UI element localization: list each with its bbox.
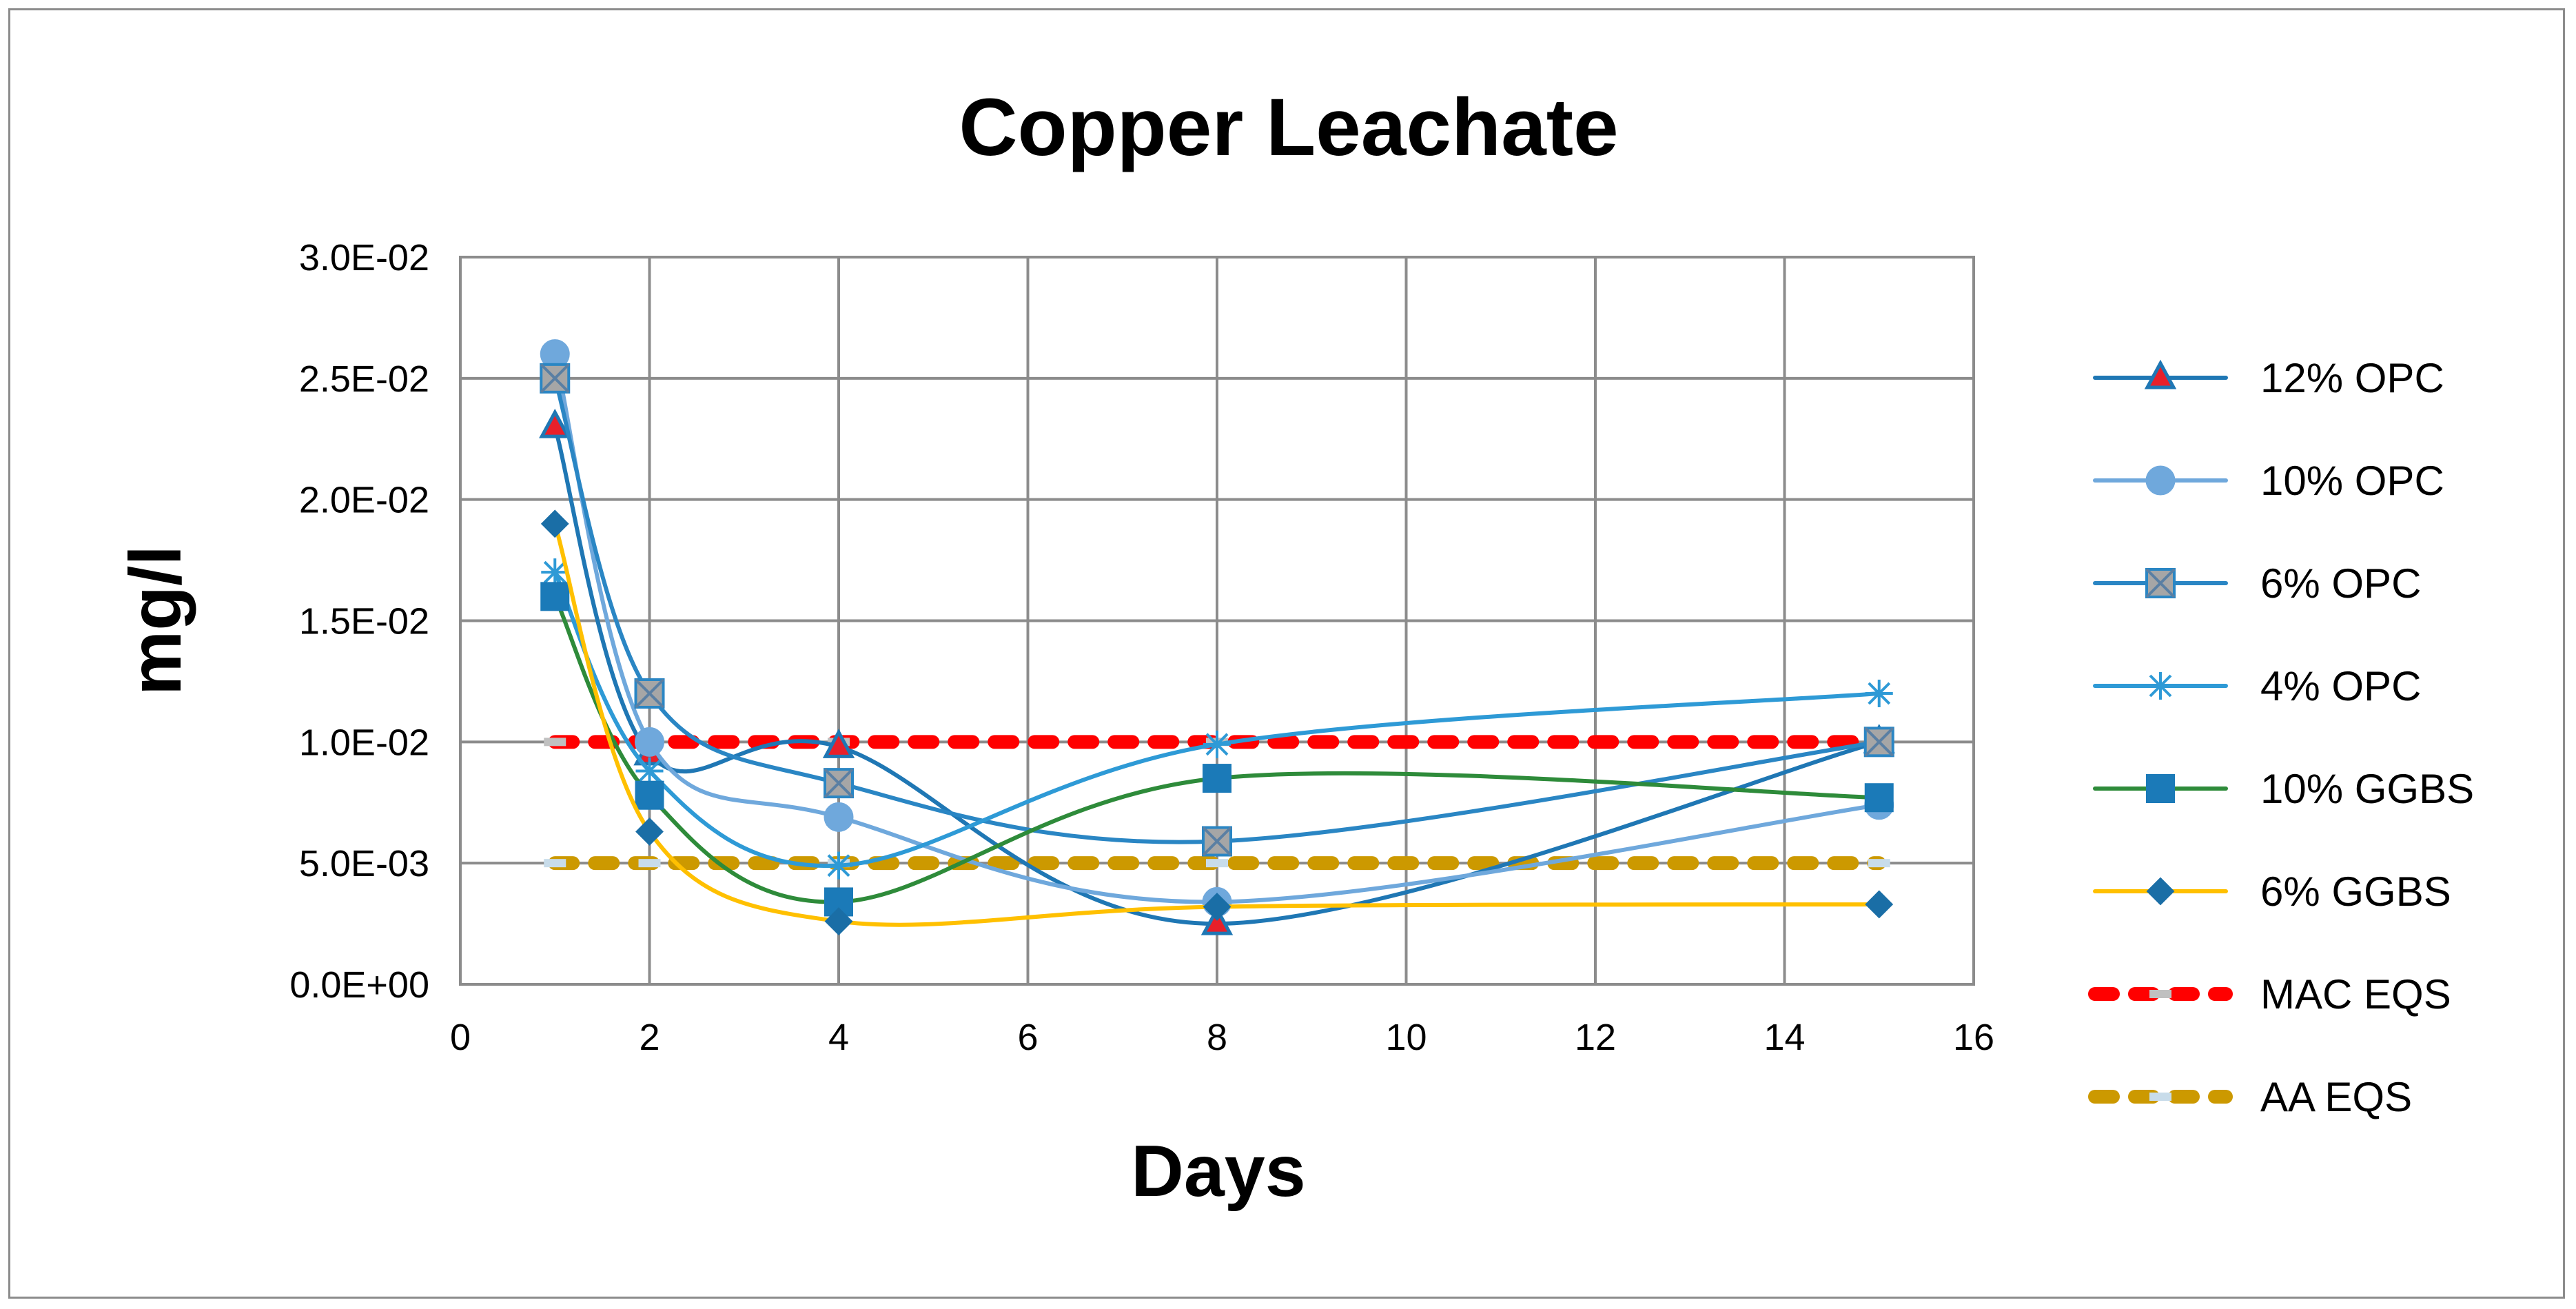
data-point-12pct-opc	[1200, 905, 1234, 935]
legend-item-aa-eqs: AA EQS	[2088, 1074, 2412, 1120]
series-line-6pct-ggbs	[553, 521, 1881, 927]
legend-item-4pct-opc: 4% OPC	[2093, 663, 2421, 709]
data-point-10pct-ggbs	[1864, 783, 1894, 813]
marker-cross	[1864, 727, 1894, 757]
data-point-4pct-opc	[1203, 730, 1231, 758]
series-line-10pct-opc	[553, 352, 1881, 904]
series-layer	[539, 339, 1895, 935]
legend-marker-10pct-ggbs	[2146, 774, 2175, 803]
y-tick-label: 5.0E-03	[299, 843, 429, 884]
data-point-mac-eqs	[544, 738, 566, 747]
legend-item-6pct-opc: 6% OPC	[2093, 560, 2421, 607]
data-point-10pct-ggbs	[540, 582, 570, 611]
marker-cross	[635, 678, 664, 709]
y-tick-label: 2.0E-02	[299, 480, 429, 521]
legend-marker-6pct-ggbs	[2146, 877, 2175, 906]
legend-item-6pct-ggbs: 6% GGBS	[2093, 869, 2451, 915]
series-6pct-ggbs	[540, 509, 1894, 935]
legend-marker-6pct-opc	[2145, 568, 2176, 598]
chart-frame	[8, 8, 2565, 1299]
marker-cross	[824, 768, 854, 798]
data-point-10pct-ggbs	[1203, 764, 1231, 793]
chart-title: Copper Leachate	[959, 82, 1618, 173]
x-tick-label: 2	[639, 1017, 660, 1058]
series-line-4pct-opc	[553, 570, 1881, 869]
data-point-6pct-ggbs	[635, 818, 664, 846]
data-point-4pct-opc	[1865, 680, 1893, 707]
legend-item-12pct-opc: 12% OPC	[2093, 355, 2444, 401]
series-line-10pct-ggbs	[553, 594, 1881, 904]
x-axis-title: Days	[1131, 1130, 1305, 1212]
x-tick-label: 12	[1575, 1017, 1616, 1058]
data-point-12pct-opc	[539, 408, 571, 438]
series-line-6pct-opc	[553, 376, 1881, 844]
data-point-6pct-opc	[540, 363, 571, 394]
legend-label-6pct-ggbs: 6% GGBS	[2260, 869, 2451, 915]
y-tick-label: 2.5E-02	[299, 358, 429, 400]
legend-item-10pct-ggbs: 10% GGBS	[2093, 766, 2474, 812]
series-6pct-opc	[540, 363, 1894, 857]
legend-label-10pct-opc: 10% OPC	[2260, 458, 2444, 504]
legend-label-12pct-opc: 12% OPC	[2260, 355, 2444, 401]
legend-item-10pct-opc: 10% OPC	[2093, 458, 2444, 504]
x-tick-label: 16	[1953, 1017, 1994, 1058]
data-point-6pct-opc	[1863, 727, 1894, 758]
data-point-6pct-ggbs	[1203, 893, 1231, 921]
y-tick-label: 3.0E-02	[299, 237, 429, 278]
series-4pct-opc	[541, 558, 1893, 880]
legend-marker-12pct-opc	[2144, 359, 2177, 389]
data-point-4pct-opc	[825, 851, 852, 880]
marker-cross	[2145, 568, 2176, 598]
legend-marker-mac-eqs	[2149, 990, 2171, 998]
legend-item-mac-eqs: MAC EQS	[2088, 971, 2451, 1017]
data-point-12pct-opc	[822, 729, 855, 758]
data-point-aa-eqs	[1868, 859, 1890, 868]
data-point-6pct-opc	[634, 678, 665, 709]
marker-cross	[1202, 826, 1232, 856]
y-tick-label: 0.0E+00	[289, 964, 429, 1006]
data-point-10pct-opc	[824, 802, 854, 832]
legend-label-mac-eqs: MAC EQS	[2260, 971, 2451, 1017]
data-point-4pct-opc	[635, 757, 664, 785]
legend-marker-10pct-opc	[2145, 465, 2176, 496]
x-tick-label: 8	[1207, 1017, 1227, 1058]
data-point-aa-eqs	[638, 859, 661, 868]
series-10pct-ggbs	[540, 582, 1894, 917]
legend-label-6pct-opc: 6% OPC	[2260, 560, 2421, 607]
legend-label-aa-eqs: AA EQS	[2260, 1074, 2412, 1120]
legend-marker-4pct-opc	[2147, 672, 2174, 700]
x-tick-label: 4	[828, 1017, 849, 1058]
data-point-6pct-ggbs	[540, 509, 569, 538]
x-tick-label: 0	[450, 1017, 471, 1058]
legend-label-10pct-ggbs: 10% GGBS	[2260, 766, 2474, 812]
y-tick-label: 1.5E-02	[299, 601, 429, 642]
data-point-10pct-opc	[635, 727, 664, 757]
legend: 12% OPC 10% OPC 6% OPC 4% OPC 10% GGBS 6% GGB…	[2088, 355, 2474, 1120]
y-tick-label: 1.0E-02	[299, 722, 429, 763]
legend-label-4pct-opc: 4% OPC	[2260, 663, 2421, 709]
data-point-6pct-ggbs	[824, 907, 853, 935]
data-point-aa-eqs	[1206, 859, 1228, 868]
legend-marker-aa-eqs	[2149, 1093, 2171, 1101]
x-tick-labels: 0 2 4 6 8 10 12 14 16	[450, 1017, 1994, 1058]
marker-cross	[540, 363, 570, 394]
y-tick-labels: 0.0E+00 5.0E-03 1.0E-02 1.5E-02 2.0E-02 2.5E-…	[289, 237, 429, 1006]
x-tick-label: 14	[1764, 1017, 1805, 1058]
data-point-6pct-ggbs	[1865, 890, 1894, 919]
y-axis-title: mg/l	[115, 545, 196, 696]
x-tick-label: 10	[1385, 1017, 1427, 1058]
data-point-aa-eqs	[544, 859, 566, 868]
data-point-4pct-opc	[541, 558, 569, 587]
data-point-6pct-opc	[824, 768, 854, 799]
data-point-10pct-ggbs	[635, 780, 664, 810]
series-line-12pct-opc	[553, 425, 1881, 926]
data-point-6pct-opc	[1202, 826, 1232, 857]
x-tick-label: 6	[1017, 1017, 1038, 1058]
